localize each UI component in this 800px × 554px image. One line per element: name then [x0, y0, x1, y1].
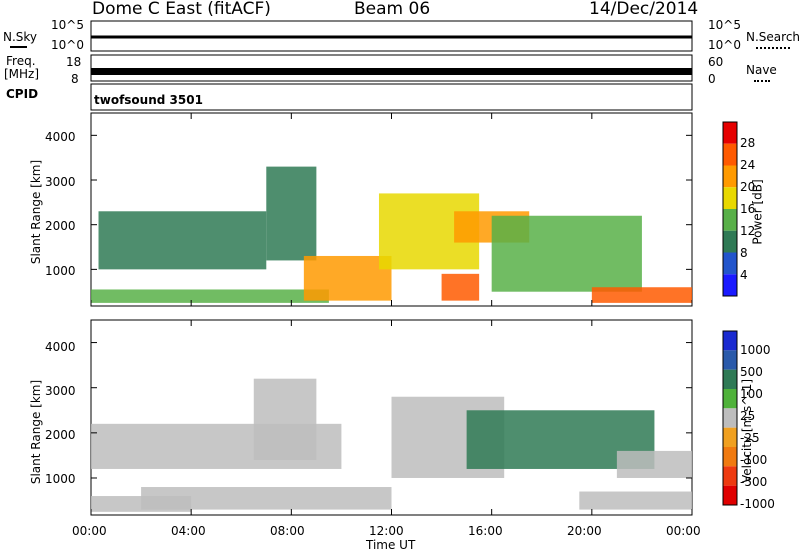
beam-title: Beam 06 [354, 0, 431, 19]
velocity-ytick-1000: 1000 [45, 472, 76, 486]
vel-cb-tick-5: -100 [740, 453, 768, 467]
vel-cb-tick-3: 25 [740, 409, 756, 423]
power-ytick-4000: 4000 [45, 130, 76, 144]
velocity-colorbar-swatch-6 [723, 447, 737, 467]
vel-cb-tick-4: -25 [740, 431, 760, 445]
vel-cb-tick-2: 100 [740, 387, 763, 401]
power-colorbar-swatch-3 [723, 187, 737, 209]
nave-top-tick: 60 [708, 55, 724, 69]
nave-bottom-tick: 0 [708, 72, 716, 86]
nave-label: Nave [746, 63, 777, 77]
velocity-colorbar-swatch-7 [723, 466, 737, 486]
power-cb-tick-28: 28 [740, 136, 756, 150]
power-region-2 [266, 166, 317, 261]
velocity-colorbar-swatch-2 [723, 369, 737, 389]
power-colorbar-swatch-2 [723, 165, 737, 188]
nsearch-bottom-tick: 10^0 [708, 38, 741, 52]
xtick-1: 04:00 [171, 524, 206, 538]
power-region-0 [91, 289, 329, 303]
velocity-ytick-2000: 2000 [45, 428, 76, 442]
vel-cb-tick-7: -1000 [740, 497, 775, 511]
velocity-region-7 [616, 450, 692, 478]
xlabel: Time UT [366, 538, 416, 552]
power-cb-tick-4: 4 [740, 268, 748, 282]
velocity-colorbar-swatch-1 [723, 350, 737, 370]
velocity-region-6 [579, 491, 692, 510]
velocity-colorbar-swatch-8 [723, 485, 737, 505]
freq-label: Freq. [6, 54, 36, 68]
xtick-3: 12:00 [369, 524, 404, 538]
power-colorbar-swatch-1 [723, 143, 737, 166]
xtick-0: 00:00 [72, 524, 107, 538]
nsky-bottom-tick: 10^0 [51, 38, 84, 52]
velocity-region-2 [141, 487, 392, 510]
power-colorbar-swatch-7 [723, 274, 737, 296]
power-cb-tick-12: 12 [740, 224, 756, 238]
freq-unit: [MHz] [4, 67, 40, 81]
power-colorbar-swatch-4 [723, 209, 737, 231]
power-cb-tick-8: 8 [740, 246, 748, 260]
power-region-5 [441, 273, 480, 301]
power-colorbar-swatch-6 [723, 252, 737, 275]
freq-top-tick: 18 [66, 55, 82, 69]
nsky-underline [10, 46, 27, 48]
velocity-colorbar-swatch-4 [723, 408, 737, 428]
date-title: 14/Dec/2014 [589, 0, 699, 19]
power-region-8 [591, 287, 692, 303]
power-ytick-2000: 2000 [45, 219, 76, 233]
nsky-top-tick: 10^5 [51, 18, 84, 32]
xtick-4: 16:00 [468, 524, 503, 538]
vel-cb-tick-0: 1000 [740, 343, 771, 357]
xtick-5: 20:00 [567, 524, 602, 538]
velocity-colorbar-swatch-3 [723, 389, 737, 409]
power-cb-tick-16: 16 [740, 202, 756, 216]
power-colorbar-frame [722, 121, 738, 297]
freq-bottom-tick: 8 [71, 72, 79, 86]
nsearch-underline [756, 47, 790, 49]
nsky-label: N.Sky [3, 30, 38, 44]
nsearch-label: N.Search [746, 30, 800, 44]
cpid-value: twofsound 3501 [94, 93, 203, 107]
power-colorbar-swatch-5 [723, 230, 737, 253]
freq-band [91, 68, 692, 75]
velocity-colorbar-swatch-0 [723, 331, 737, 351]
xtick-6: 00:00 [666, 524, 701, 538]
power-cb-tick-20: 20 [740, 180, 756, 194]
power-ytick-1000: 1000 [45, 264, 76, 278]
cpid-panel-frame [90, 83, 693, 111]
power-cb-tick-24: 24 [740, 158, 756, 172]
vel-cb-tick-1: 500 [740, 365, 763, 379]
velocity-colorbar-frame [722, 330, 738, 506]
cpid-label: CPID [6, 87, 39, 101]
power-region-1 [98, 211, 267, 270]
station-title: Dome C East (fitACF) [92, 0, 271, 19]
nsearch-top-tick: 10^5 [708, 18, 741, 32]
power-region-3 [303, 255, 392, 301]
xtick-2: 08:00 [270, 524, 305, 538]
velocity-region-3 [253, 378, 317, 460]
vel-cb-tick-6: -500 [740, 475, 768, 489]
velocity-ytick-4000: 4000 [45, 340, 76, 354]
power-colorbar-swatch-0 [723, 122, 737, 144]
nave-underline [754, 80, 770, 82]
power-ytick-3000: 3000 [45, 175, 76, 189]
velocity-ytick-3000: 3000 [45, 384, 76, 398]
power-region-7 [491, 215, 642, 292]
velocity-colorbar-swatch-5 [723, 427, 737, 447]
